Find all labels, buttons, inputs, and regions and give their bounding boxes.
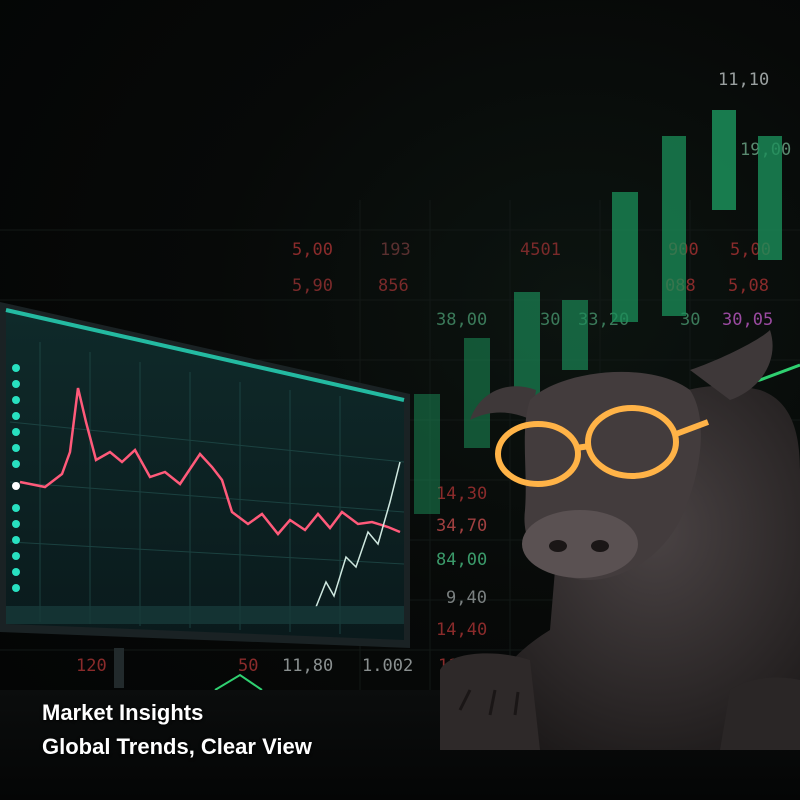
bg-number: 34,70 <box>436 516 488 536</box>
bg-number: 5,08 <box>728 276 769 296</box>
caption: Market Insights Global Trends, Clear Vie… <box>42 696 312 764</box>
bull-figure <box>440 330 800 750</box>
bg-number: 50 <box>238 656 259 676</box>
bg-number: 4501 <box>520 240 561 260</box>
bg-number: 30 <box>540 310 561 330</box>
bg-number: 856 <box>378 276 409 296</box>
candle <box>662 136 686 316</box>
bg-number: 38,00 <box>436 310 488 330</box>
bg-number: 1.002 <box>362 656 414 676</box>
candle <box>712 110 736 210</box>
bg-number: 5,90 <box>292 276 333 296</box>
bg-number: 11,10 <box>718 70 770 90</box>
price-line <box>19 387 401 536</box>
caption-title: Market Insights <box>42 700 204 725</box>
candle <box>414 394 440 514</box>
bg-number: 193 <box>380 240 411 260</box>
trading-monitor <box>0 302 410 648</box>
bg-number: 120 <box>76 656 107 676</box>
candle <box>464 338 490 448</box>
candle <box>758 136 782 260</box>
glasses <box>495 405 710 487</box>
bg-number: 14,40 <box>436 620 488 640</box>
candle <box>612 192 638 322</box>
bg-number: 9,40 <box>446 588 487 608</box>
bg-number: 5,00 <box>292 240 333 260</box>
bg-number: 11,80 <box>282 656 334 676</box>
bg-number: 30,05 <box>722 310 774 330</box>
caption-subtitle: Global Trends, Clear View <box>42 734 312 759</box>
candle <box>514 292 540 402</box>
candle <box>562 300 588 370</box>
bg-number: 84,00 <box>436 550 488 570</box>
bg-number: 14,30 <box>436 484 488 504</box>
monitor-stand <box>114 648 124 688</box>
